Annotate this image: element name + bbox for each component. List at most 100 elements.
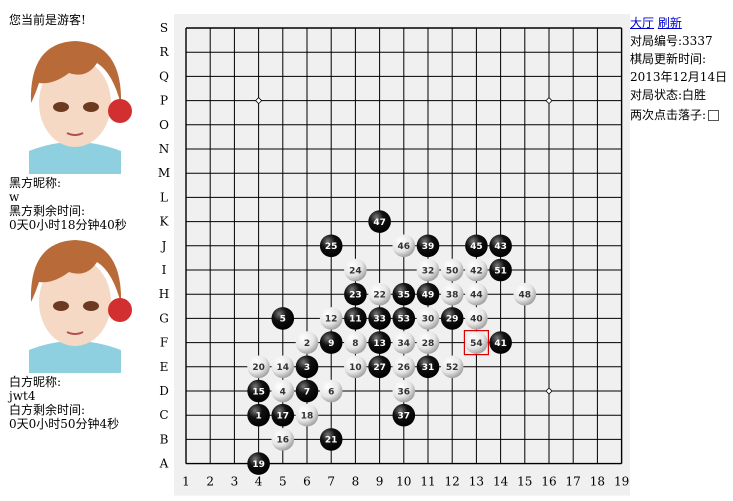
move-number: 13 — [373, 339, 386, 349]
white-stone[interactable]: 2 — [295, 331, 319, 354]
move-number: 26 — [398, 363, 411, 373]
black-nickname: w — [9, 190, 20, 204]
white-stone[interactable]: 8 — [344, 331, 367, 354]
black-stone[interactable]: 11 — [344, 307, 367, 330]
stone-disc — [392, 403, 416, 427]
white-stone[interactable]: 48 — [513, 282, 537, 306]
stone-disc — [440, 282, 464, 306]
move-number: 29 — [446, 315, 459, 325]
white-stone[interactable]: 16 — [271, 428, 295, 451]
white-stone[interactable]: 28 — [416, 331, 440, 354]
stone-disc — [247, 379, 270, 403]
black-stone[interactable]: 7 — [295, 379, 319, 403]
white-stone[interactable]: 52 — [440, 355, 464, 379]
row-label: B — [160, 432, 169, 446]
black-stone[interactable]: 45 — [465, 234, 488, 258]
black-stone[interactable]: 47 — [368, 210, 391, 233]
stone-disc — [368, 355, 391, 379]
col-label: 17 — [566, 475, 581, 489]
white-stone[interactable]: 44 — [465, 282, 488, 306]
update-time: 2013年12月14日 — [630, 70, 728, 84]
white-stone[interactable]: 50 — [440, 258, 464, 282]
black-stone[interactable]: 43 — [489, 234, 512, 258]
move-number: 39 — [422, 242, 435, 252]
stone-disc — [295, 355, 319, 379]
black-stone[interactable]: 41 — [489, 331, 512, 354]
white-stone[interactable]: 38 — [440, 282, 464, 306]
stone-disc — [416, 355, 440, 379]
white-stone[interactable]: 18 — [295, 403, 319, 427]
stone-disc — [465, 307, 488, 330]
stone-disc — [465, 234, 488, 258]
black-stone[interactable]: 25 — [319, 234, 343, 258]
move-number: 15 — [252, 387, 265, 397]
white-player-avatar — [9, 232, 140, 373]
move-number: 33 — [373, 315, 386, 325]
black-stone[interactable]: 51 — [489, 258, 512, 282]
move-number: 9 — [328, 339, 334, 349]
white-stone[interactable]: 46 — [392, 234, 416, 258]
stone-disc — [392, 307, 416, 330]
row-label: E — [160, 360, 169, 374]
black-stone[interactable]: 31 — [416, 355, 440, 379]
white-stone[interactable]: 26 — [392, 355, 416, 379]
row-label: R — [159, 45, 169, 59]
white-stone[interactable]: 12 — [319, 307, 343, 330]
black-stone[interactable]: 23 — [344, 282, 367, 306]
white-stone[interactable]: 10 — [344, 355, 367, 379]
black-stone[interactable]: 5 — [271, 307, 295, 330]
refresh-link[interactable]: 刷新 — [657, 16, 682, 30]
black-stone[interactable]: 1 — [247, 403, 270, 427]
stone-disc — [392, 379, 416, 403]
white-stone[interactable]: 32 — [416, 258, 440, 282]
black-stone[interactable]: 13 — [368, 331, 391, 354]
white-stone[interactable]: 54 — [463, 330, 489, 356]
black-stone[interactable]: 27 — [368, 355, 391, 379]
white-stone[interactable]: 20 — [247, 355, 270, 379]
stone-disc — [465, 258, 488, 282]
move-number: 49 — [422, 291, 435, 301]
lobby-link[interactable]: 大厅 — [630, 16, 655, 30]
white-time-label: 白方剩余时间: — [9, 403, 86, 417]
black-stone[interactable]: 49 — [416, 282, 440, 306]
col-label: 13 — [469, 475, 484, 489]
white-stone[interactable]: 34 — [392, 331, 416, 354]
move-number: 50 — [446, 266, 459, 276]
black-stone[interactable]: 37 — [392, 403, 416, 427]
black-stone[interactable]: 21 — [319, 428, 343, 451]
white-stone[interactable]: 22 — [368, 282, 391, 306]
white-stone[interactable]: 30 — [416, 307, 440, 330]
row-label: J — [160, 239, 167, 253]
black-stone[interactable]: 17 — [271, 403, 295, 427]
move-number: 1 — [255, 412, 261, 422]
white-stone[interactable]: 40 — [465, 307, 488, 330]
black-stone[interactable]: 9 — [319, 331, 343, 354]
double-click-checkbox[interactable] — [708, 110, 720, 121]
white-stone[interactable]: 24 — [344, 258, 367, 282]
visitor-status: 您当前是游客! — [9, 13, 86, 27]
white-stone[interactable]: 42 — [465, 258, 488, 282]
black-stone[interactable]: 19 — [247, 452, 270, 475]
black-stone[interactable]: 53 — [392, 307, 416, 330]
double-click-label: 两次点击落子: — [630, 108, 707, 122]
black-stone[interactable]: 39 — [416, 234, 440, 258]
stone-disc — [319, 234, 343, 258]
move-number: 6 — [328, 387, 334, 397]
black-stone[interactable]: 15 — [247, 379, 270, 403]
black-player-avatar — [9, 33, 140, 174]
black-stone[interactable]: 33 — [368, 307, 391, 330]
black-stone[interactable]: 3 — [295, 355, 319, 379]
white-stone[interactable]: 4 — [271, 379, 295, 403]
row-label: F — [160, 336, 168, 350]
black-nickname-label: 黑方昵称: — [9, 176, 62, 190]
white-stone[interactable]: 36 — [392, 379, 416, 403]
black-stone[interactable]: 29 — [440, 307, 464, 330]
stone-disc — [344, 258, 367, 282]
state-label: 对局状态: — [630, 88, 683, 102]
move-number: 47 — [373, 218, 386, 228]
white-stone[interactable]: 6 — [319, 379, 343, 403]
white-stone[interactable]: 14 — [271, 355, 295, 379]
black-stone[interactable]: 35 — [392, 282, 416, 306]
move-number: 40 — [470, 315, 483, 325]
